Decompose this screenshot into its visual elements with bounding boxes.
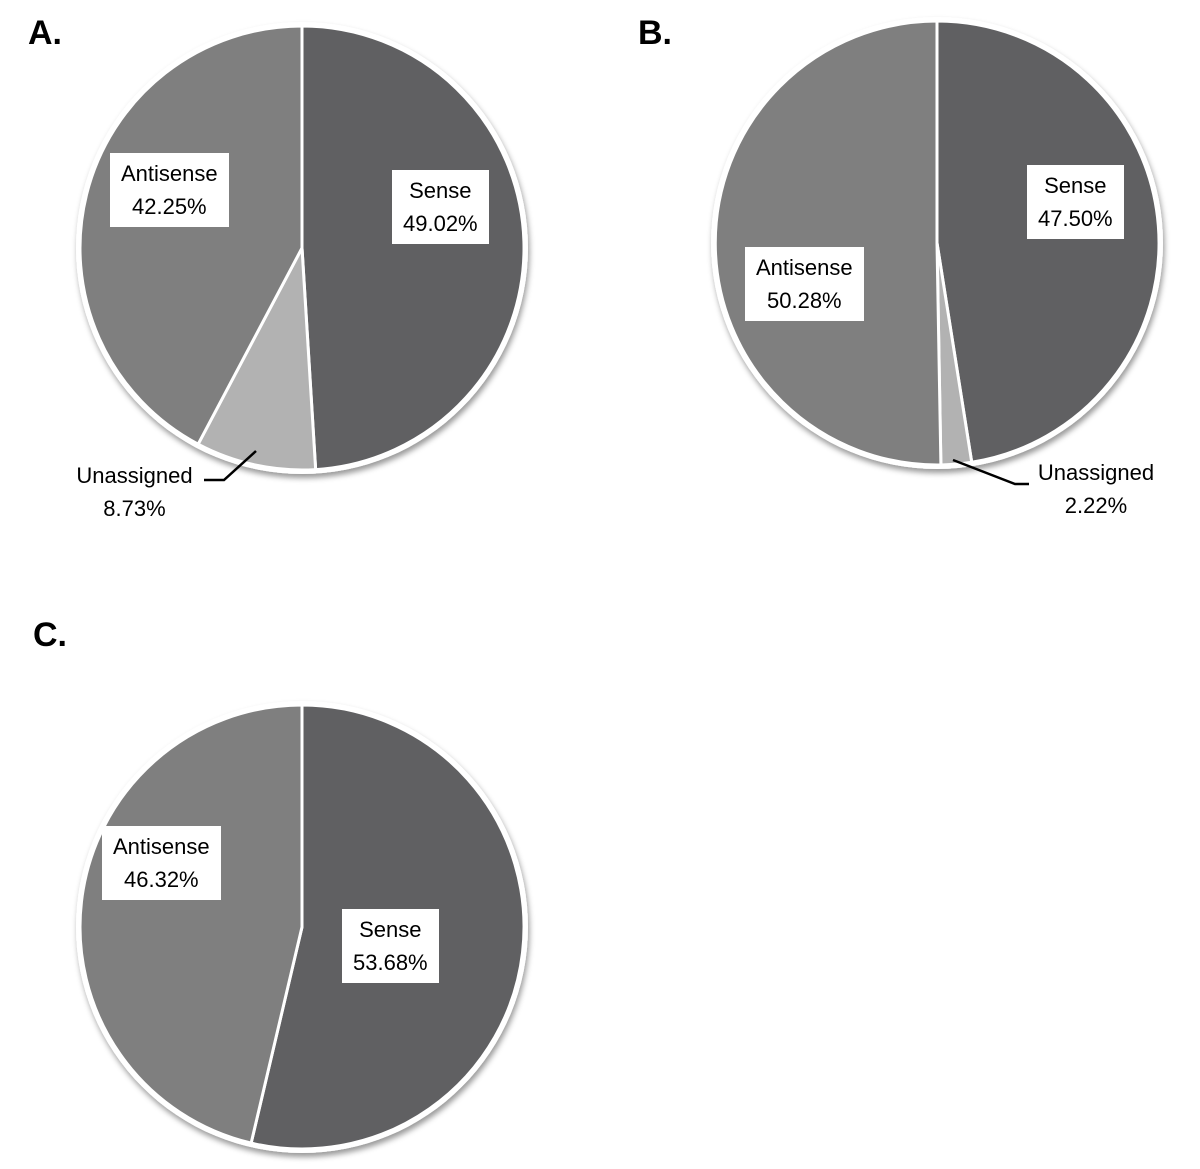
label-a-unassigned-name: Unassigned (76, 463, 193, 488)
label-b-sense-pct: 47.50% (1038, 206, 1113, 231)
pie-chart-b (711, 17, 1163, 486)
label-a-antisense-pct: 42.25% (132, 194, 207, 219)
label-a-sense-name: Sense (409, 178, 472, 203)
leader-line-b-unassigned (952, 458, 1029, 486)
label-b-unassigned-pct: 2.22% (1064, 493, 1128, 518)
label-a-sense: Sense 49.02% (392, 170, 489, 244)
label-b-unassigned: Unassigned 2.22% (1033, 456, 1159, 522)
label-a-antisense: Antisense 42.25% (110, 153, 229, 227)
label-c-antisense: Antisense 46.32% (102, 826, 221, 900)
panel-label-b: B. (638, 14, 672, 52)
label-a-unassigned: Unassigned 8.73% (72, 459, 197, 525)
leader-line-a-unassigned (204, 450, 257, 482)
panel-label-a: A. (28, 14, 62, 52)
label-c-sense: Sense 53.68% (342, 909, 439, 983)
label-c-antisense-name: Antisense (113, 834, 210, 859)
pie-chart-c (76, 701, 528, 1153)
pie-a-slice-unassigned (196, 246, 318, 472)
pie-b-slice-sense (935, 19, 1161, 464)
label-b-sense: Sense 47.50% (1027, 165, 1124, 239)
label-b-antisense-pct: 50.28% (767, 288, 842, 313)
label-b-sense-name: Sense (1044, 173, 1107, 198)
pie-chart-a (76, 22, 528, 482)
pie-c-slice-antisense (78, 703, 304, 1145)
label-c-sense-pct: 53.68% (353, 950, 428, 975)
label-b-unassigned-name: Unassigned (1037, 460, 1155, 485)
label-a-sense-pct: 49.02% (403, 211, 478, 236)
label-a-antisense-name: Antisense (121, 161, 218, 186)
pie-a-slice-antisense (78, 24, 304, 446)
label-c-sense-name: Sense (359, 917, 422, 942)
label-b-antisense: Antisense 50.28% (745, 247, 864, 321)
pie-b-slice-antisense (713, 19, 943, 467)
label-c-antisense-pct: 46.32% (124, 867, 199, 892)
pie-a-slice-sense (300, 24, 526, 472)
label-a-unassigned-pct: 8.73% (103, 496, 166, 521)
panel-label-c: C. (33, 616, 67, 654)
label-b-antisense-name: Antisense (756, 255, 853, 280)
